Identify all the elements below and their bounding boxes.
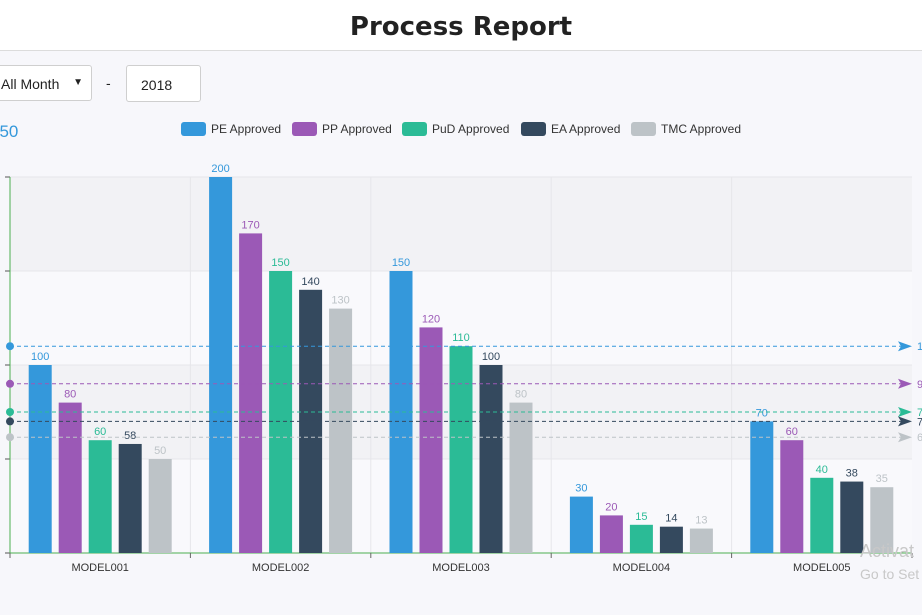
x-tick-label: MODEL005	[793, 562, 850, 574]
average-line-label: 1	[917, 341, 922, 353]
x-tick-label: MODEL001	[71, 562, 128, 574]
bar-tmc-approved-model001	[149, 459, 172, 553]
bar-pp-approved-model005	[780, 440, 803, 553]
bar-pud-approved-model004	[630, 525, 653, 553]
data-label: 80	[515, 389, 527, 401]
data-label: 14	[665, 513, 677, 525]
bar-pe-approved-model002	[209, 177, 232, 553]
data-label: 60	[94, 426, 106, 438]
grid-band	[10, 177, 912, 271]
data-label: 150	[271, 257, 289, 269]
activation-watermark: Activat	[860, 541, 914, 562]
data-label: 60	[786, 426, 798, 438]
bar-pud-approved-model001	[89, 440, 112, 553]
data-label: 30	[575, 483, 587, 495]
bar-pud-approved-model005	[810, 478, 833, 553]
average-line-start-marker	[6, 433, 14, 441]
bar-tmc-approved-model002	[329, 309, 352, 553]
data-label: 35	[876, 473, 888, 485]
bar-ea-approved-model003	[480, 365, 503, 553]
bar-ea-approved-model004	[660, 527, 683, 553]
data-label: 15	[635, 511, 647, 523]
data-label: 100	[482, 351, 500, 363]
data-label: 170	[241, 219, 259, 231]
data-label: 38	[846, 468, 858, 480]
average-line-start-marker	[6, 417, 14, 425]
data-label: 130	[331, 295, 349, 307]
x-tick-label: MODEL004	[613, 562, 670, 574]
data-label: 58	[124, 430, 136, 442]
data-label: 50	[154, 445, 166, 457]
data-label: 140	[301, 276, 319, 288]
data-label: 120	[422, 313, 440, 325]
average-line-start-marker	[6, 342, 14, 350]
average-line-label: 9	[917, 379, 922, 391]
bar-pp-approved-model001	[59, 403, 82, 553]
x-tick-label: MODEL002	[252, 562, 309, 574]
average-line-start-marker	[6, 408, 14, 416]
data-label: 20	[605, 501, 617, 513]
data-label: 100	[31, 351, 49, 363]
bar-pp-approved-model004	[600, 515, 623, 553]
x-tick-label: MODEL003	[432, 562, 489, 574]
average-line-label: 7	[917, 416, 922, 428]
bar-pe-approved-model005	[750, 421, 773, 553]
data-label: 70	[756, 407, 768, 419]
bar-tmc-approved-model004	[690, 529, 713, 553]
average-line-label: 6	[917, 432, 922, 444]
bar-pe-approved-model001	[29, 365, 52, 553]
bar-pud-approved-model003	[450, 346, 473, 553]
bar-pp-approved-model003	[420, 327, 443, 553]
data-label: 40	[816, 464, 828, 476]
bar-tmc-approved-model003	[510, 403, 533, 553]
data-label: 200	[211, 163, 229, 175]
bar-ea-approved-model001	[119, 444, 142, 553]
bar-pp-approved-model002	[239, 233, 262, 553]
data-label: 150	[392, 257, 410, 269]
bar-pe-approved-model004	[570, 497, 593, 553]
data-label: 110	[452, 332, 470, 344]
data-label: 80	[64, 389, 76, 401]
average-line-start-marker	[6, 380, 14, 388]
activation-watermark-hint: Go to Set	[860, 566, 919, 582]
data-label: 13	[695, 515, 707, 527]
